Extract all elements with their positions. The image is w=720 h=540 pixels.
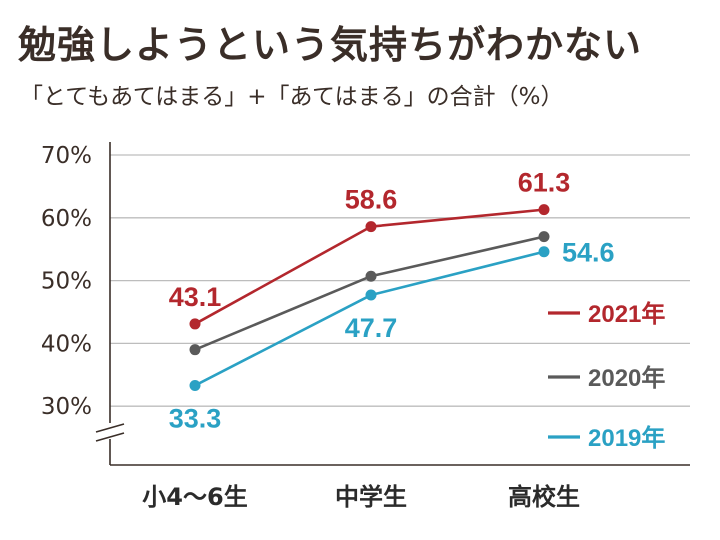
data-point — [189, 318, 201, 330]
x-tick-labels: 小4〜6生 中学生 高校生 — [142, 483, 580, 511]
data-point — [189, 379, 201, 391]
data-label: 58.6 — [345, 185, 398, 215]
data-label: 33.3 — [169, 403, 222, 433]
x-tick-label: 小4〜6生 — [142, 483, 247, 511]
data-point — [189, 344, 201, 356]
data-label: 61.3 — [518, 168, 571, 198]
y-tick-label: 70% — [41, 143, 92, 169]
y-tick-label: 50% — [41, 269, 92, 295]
y-tick-labels: 70% 60% 50% 40% 30% — [41, 143, 92, 420]
data-labels: 43.1 58.6 61.3 33.3 47.7 54.6 — [169, 168, 615, 434]
x-tick-label: 高校生 — [508, 483, 580, 511]
legend-label: 2020年 — [588, 364, 665, 392]
chart-title: 勉強しようという気持ちがわかない — [18, 23, 643, 67]
data-point — [538, 246, 550, 258]
data-point — [538, 231, 550, 243]
axis-break-mark — [95, 432, 125, 442]
data-point — [365, 221, 377, 233]
data-point — [538, 204, 550, 216]
data-point — [365, 289, 377, 301]
y-tick-label: 30% — [41, 394, 92, 420]
data-point — [365, 270, 377, 282]
legend: 2021年 2020年 2019年 — [548, 300, 665, 452]
data-label: 54.6 — [562, 238, 615, 268]
axes — [95, 142, 690, 466]
gridlines — [110, 154, 690, 407]
data-label: 47.7 — [345, 313, 398, 343]
series-points — [189, 204, 550, 391]
axis-break-mark — [95, 423, 125, 433]
y-tick-label: 60% — [41, 206, 92, 232]
legend-label: 2019年 — [588, 424, 665, 452]
chart-subtitle: 「とてもあてはまる」+「あてはまる」の合計（%） — [20, 84, 564, 110]
x-tick-label: 中学生 — [335, 483, 407, 511]
data-label: 43.1 — [169, 282, 222, 312]
legend-label: 2021年 — [588, 300, 665, 328]
y-tick-label: 40% — [41, 331, 92, 357]
